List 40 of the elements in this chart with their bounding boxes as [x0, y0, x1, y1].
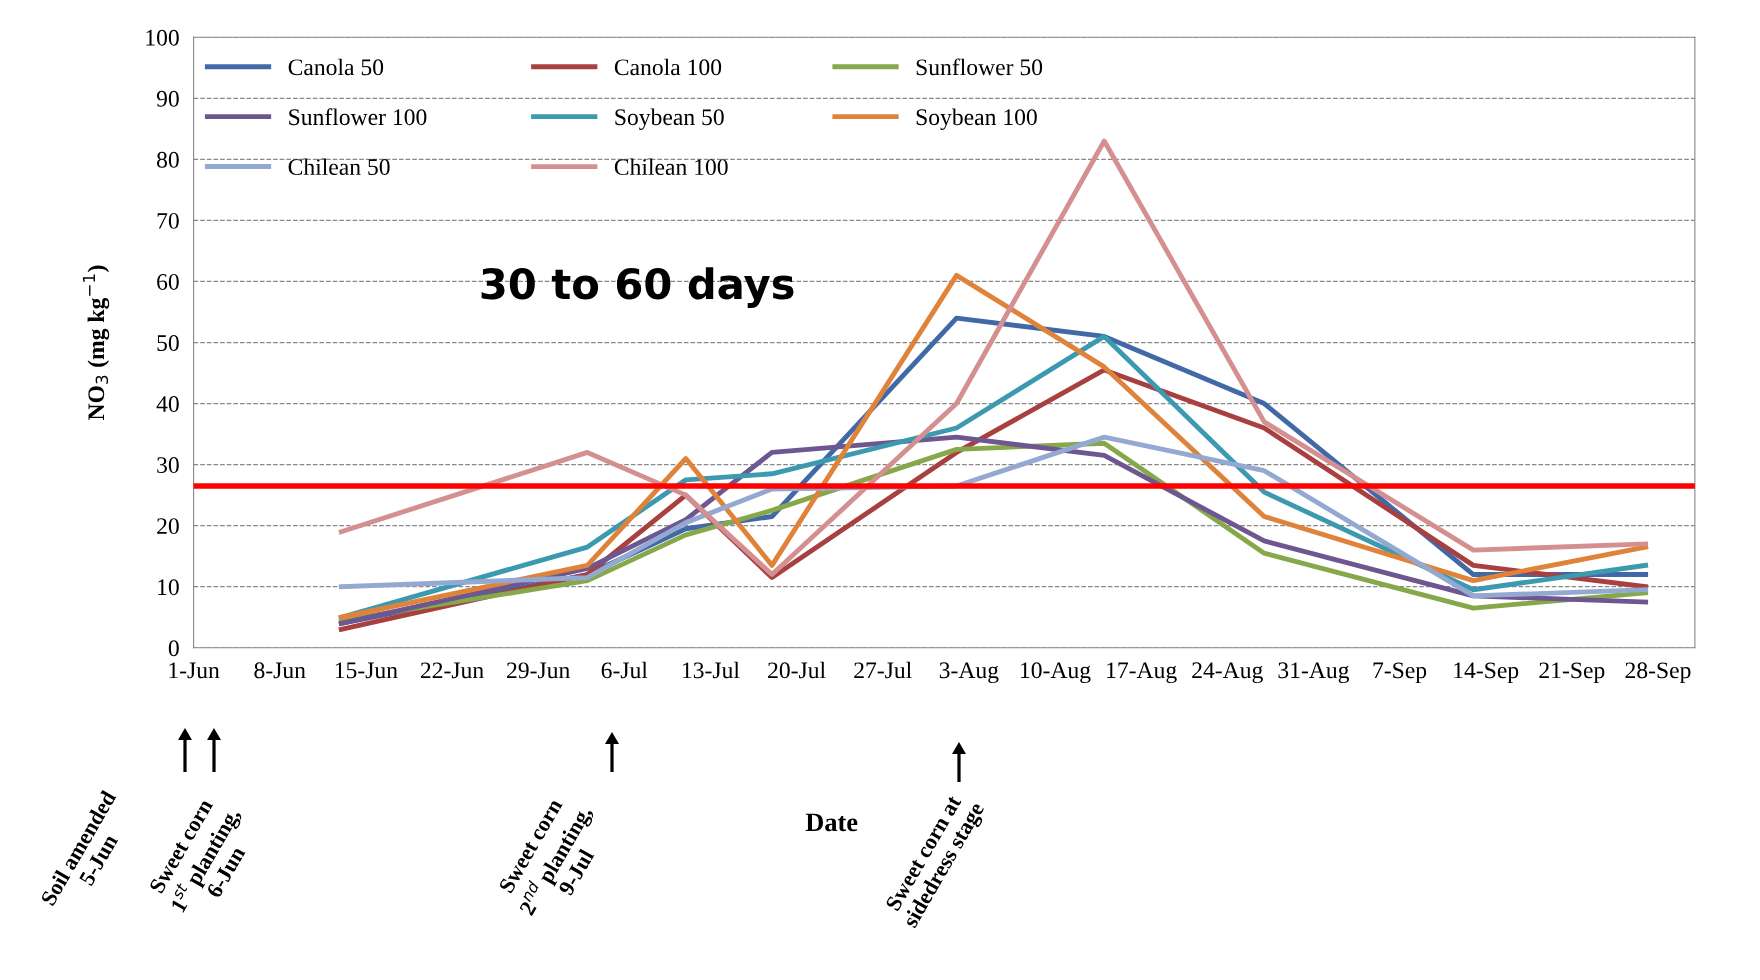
x-tick-label: 6-Jul — [601, 661, 648, 679]
x-tick-label: 1-Jun — [169, 662, 220, 679]
x-tick-label: 31-Aug — [1278, 662, 1350, 684]
x-tick-label: 22-Jun — [420, 662, 484, 679]
legend-label: Sunflower 100 — [289, 108, 427, 126]
x-tick-label: 15-Jun — [335, 662, 398, 679]
x-tick-label: 14-Sep — [1454, 662, 1519, 684]
legend-label: Soybean 100 — [916, 108, 1037, 130]
y-tick-label: 10 — [158, 579, 179, 596]
legend-label: Canola 50 — [288, 58, 384, 76]
x-tick-label: 24-Aug — [1192, 662, 1263, 684]
legend-label: Chilean 50 — [288, 158, 390, 176]
y-tick-label: 0 — [168, 640, 179, 657]
legend-label: Canola 100 — [614, 58, 722, 76]
x-tick-label: 17-Aug — [1107, 662, 1177, 684]
x-tick-label: 21-Sep — [1539, 662, 1605, 684]
y-tick-label: 20 — [157, 518, 179, 535]
x-tick-label: 10-Aug — [1021, 662, 1091, 684]
x-tick-label: 13-Jul — [683, 661, 740, 679]
y-tick-label: 70 — [157, 212, 179, 229]
x-tick-label: 20-Jul — [768, 661, 826, 679]
y-tick-label: 40 — [156, 396, 179, 412]
legend-label: Chilean 100 — [614, 158, 728, 176]
y-tick-label: 90 — [156, 90, 179, 107]
x-tick-label: 7-Sep — [1373, 662, 1427, 684]
y-tick-label: 80 — [157, 151, 179, 168]
annotation: 30 to 60 days — [481, 267, 794, 308]
y-tick-label: 50 — [157, 335, 179, 351]
x-tick-label: 28-Sep — [1625, 662, 1691, 684]
legend-label: Sunflower 50 — [916, 58, 1043, 76]
y-tick-label: 100 — [146, 29, 179, 46]
x-axis-title: Date — [805, 813, 858, 832]
y-axis-title: NO$_{3}$ (mg kg$^{−1}$) — [82, 265, 110, 421]
x-tick-label: 29-Jun — [507, 662, 570, 679]
x-tick-label: 27-Jul — [854, 661, 912, 679]
x-tick-label: 8-Jun — [254, 662, 306, 679]
legend-label: Soybean 50 — [615, 108, 724, 130]
x-tick-label: 3-Aug — [939, 662, 999, 684]
y-tick-label: 60 — [157, 273, 179, 290]
y-tick-label: 30 — [157, 457, 179, 474]
